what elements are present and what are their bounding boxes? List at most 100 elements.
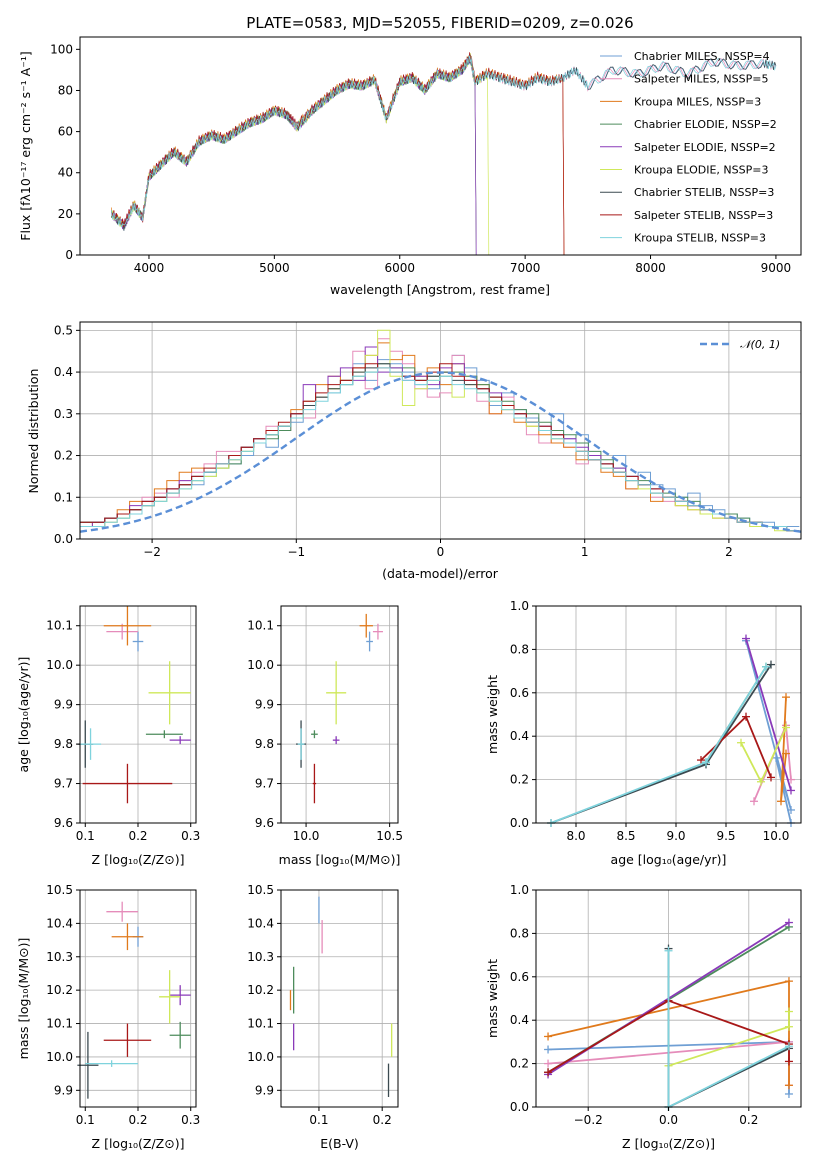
y-tick-label: 60	[58, 125, 73, 139]
x-tick-label: 2	[725, 545, 733, 559]
x-tick-label: 7000	[510, 261, 541, 275]
spectrum-axes: 4000 5000 6000 7000 8000 9000 0 20 40 60 80 100	[50, 36, 802, 275]
x-tick-label: 0.2	[373, 1113, 392, 1127]
x-tick-label: 4000	[134, 261, 165, 275]
y-tick-label: 10.1	[247, 1017, 274, 1031]
x-tick-label: 8000	[635, 261, 666, 275]
y-tick-label: 1.0	[510, 883, 529, 897]
x-tick-label: −0.2	[574, 1113, 603, 1127]
residual-axes: −2 −1 0 1 2 0.0 0.1 0.2 0.3 0.4 0.5	[54, 321, 802, 559]
y-tick-label: 9.9	[54, 698, 73, 712]
x-tick-label: −2	[143, 545, 161, 559]
y-tick-label: 10.0	[46, 658, 73, 672]
x-tick-label: 8.0	[566, 829, 585, 843]
x-tick-label: 0.2	[739, 1113, 758, 1127]
x-tick-label: 0.3	[181, 829, 200, 843]
x-tick-label: 5000	[259, 261, 290, 275]
axes-frame	[280, 889, 399, 1108]
y-tick-label: 10.4	[46, 916, 73, 930]
age-vs-z-panel: 0.1 0.2 0.3 9.6 9.7 9.8 9.9 10.0 10.1 Z [log₁₀(Z/…	[16, 605, 200, 867]
x-tick-label: 0.1	[309, 1113, 328, 1127]
x-tick-label: 8.5	[616, 829, 635, 843]
y-tick-label: 40	[58, 166, 73, 180]
xlabel: E(B-V)	[320, 1136, 359, 1151]
mass-vs-z-panel: 0.1 0.2 0.3 9.9 10.0 10.1 10.2 10.3 10.4 10.5 Z [l…	[16, 883, 200, 1151]
legend-entry: Kroupa STELIB, NSSP=3	[634, 232, 766, 245]
legend-entry: Salpeter ELODIE, NSSP=2	[634, 141, 776, 154]
y-tick-label: 0.2	[54, 449, 73, 463]
y-tick-label: 20	[58, 207, 73, 221]
xlabel: Z [log₁₀(Z/Z⊙)]	[92, 1136, 185, 1151]
axes-frame	[79, 36, 802, 256]
legend-entry: Kroupa MILES, NSSP=3	[634, 95, 761, 108]
y-tick-label: 0.5	[54, 323, 73, 337]
y-tick-label: 9.6	[255, 816, 274, 830]
residual-plot	[80, 322, 801, 540]
x-tick-label: 9.5	[716, 829, 735, 843]
histogram-step	[80, 367, 800, 532]
residual-panel: −2 −1 0 1 2 0.0 0.1 0.2 0.3 0.4 0.5 (data-model)/e…	[26, 321, 802, 581]
y-tick-label: 10.3	[46, 950, 73, 964]
y-tick-label: 0.2	[510, 773, 529, 787]
x-tick-label: 10.0	[293, 829, 320, 843]
weight-vs-z-panel: −0.2 0.0 0.2 0.0 0.2 0.4 0.6 0.8 1.0 Z [log₁₀(Z/Z…	[485, 883, 802, 1151]
y-tick-label: 100	[50, 42, 73, 56]
spectrum-legend: Chabrier MILES, NSSP=4 Salpeter MILES, NS…	[600, 50, 777, 245]
y-tick-label: 9.7	[54, 777, 73, 791]
xlabel: age [log₁₀(age/yr)]	[611, 852, 727, 867]
y-tick-label: 10.1	[46, 1017, 73, 1031]
x-tick-label: 0.1	[76, 1113, 95, 1127]
y-tick-label: 0.8	[510, 926, 529, 940]
y-tick-label: 80	[58, 83, 73, 97]
legend-entry: Salpeter MILES, NSSP=5	[634, 73, 768, 86]
ylabel: mass weight	[485, 959, 500, 1038]
spectrum-plot	[110, 52, 777, 255]
y-tick-label: 9.9	[255, 1083, 274, 1097]
x-tick-label: 1	[581, 545, 589, 559]
spectrum-panel: PLATE=0583, MJD=52055, FIBERID=0209, z=0…	[18, 14, 802, 297]
y-tick-label: 0.0	[54, 532, 73, 546]
axes-frame	[280, 605, 399, 824]
axes-frame	[535, 605, 802, 824]
y-tick-label: 10.0	[247, 658, 274, 672]
x-tick-label: 9000	[761, 261, 792, 275]
y-tick-label: 0.6	[510, 686, 529, 700]
y-tick-label: 0.3	[54, 407, 73, 421]
y-tick-label: 10.3	[247, 950, 274, 964]
y-tick-label: 10.2	[247, 983, 274, 997]
x-tick-label: 6000	[384, 261, 415, 275]
x-tick-label: 9.0	[666, 829, 685, 843]
spectrum-series-line	[110, 52, 565, 255]
spectrum-series-line	[110, 53, 490, 255]
y-tick-label: 1.0	[510, 599, 529, 613]
y-tick-label: 10.0	[46, 1050, 73, 1064]
x-tick-label: 10.0	[763, 829, 790, 843]
y-tick-label: 0.4	[54, 365, 73, 379]
y-tick-label: 9.9	[54, 1083, 73, 1097]
legend-entry: Chabrier MILES, NSSP=4	[634, 50, 770, 63]
y-tick-label: 10.2	[46, 983, 73, 997]
y-tick-label: 10.4	[247, 916, 274, 930]
y-tick-label: 0.4	[510, 729, 529, 743]
spectrum-ylabel: Flux [fλ10⁻¹⁷ erg cm⁻² s⁻¹ A⁻¹]	[18, 51, 33, 240]
y-tick-label: 9.8	[255, 737, 274, 751]
ylabel: age [log₁₀(age/yr)]	[16, 657, 31, 773]
histogram-lines	[80, 329, 801, 533]
legend-entry: Kroupa ELODIE, NSSP=3	[634, 164, 768, 177]
x-tick-label: 0	[437, 545, 445, 559]
residual-legend: 𝒩(0, 1)	[700, 338, 780, 351]
weight-line	[745, 638, 792, 791]
residual-xlabel: (data-model)/error	[382, 566, 499, 581]
weight-vs-age-panel: 8.0 8.5 9.0 9.5 10.0 0.0 0.2 0.4 0.6 0.8 1.0 age [l…	[485, 599, 802, 867]
spectrum-series-line	[110, 55, 777, 228]
legend-entry: Chabrier ELODIE, NSSP=2	[634, 118, 777, 131]
normal-curve	[80, 371, 801, 533]
y-tick-label: 0.6	[510, 970, 529, 984]
legend-entry: Chabrier STELIB, NSSP=3	[634, 186, 774, 199]
spectrum-title: PLATE=0583, MJD=52055, FIBERID=0209, z=0…	[246, 14, 633, 32]
y-tick-label: 10.0	[247, 1050, 274, 1064]
y-tick-label: 10.1	[247, 619, 274, 633]
y-tick-label: 0.4	[510, 1013, 529, 1027]
